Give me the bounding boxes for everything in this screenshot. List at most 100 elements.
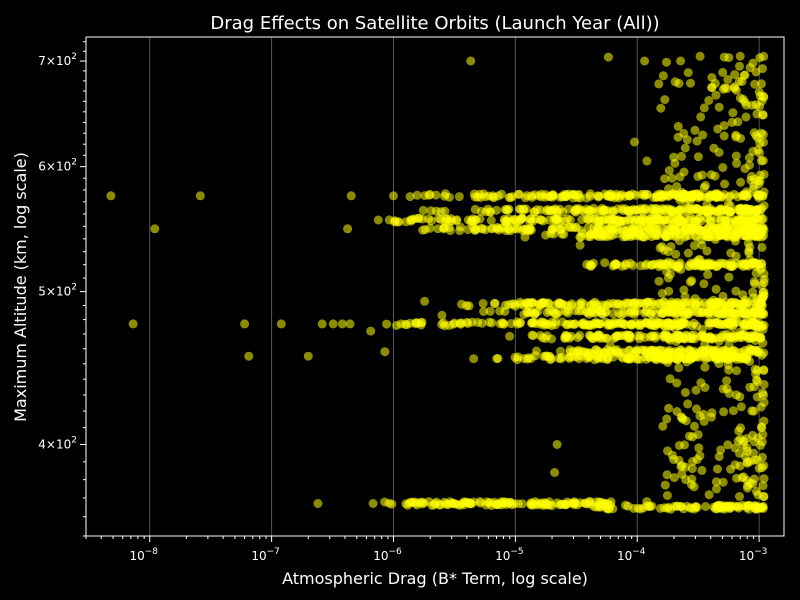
data-point xyxy=(418,205,428,215)
data-point xyxy=(427,501,437,510)
data-point xyxy=(697,240,707,250)
data-point xyxy=(733,225,743,235)
data-point xyxy=(493,354,503,363)
data-point xyxy=(629,351,639,361)
data-point xyxy=(711,284,721,294)
data-point xyxy=(743,483,752,493)
data-point xyxy=(368,499,378,508)
data-point xyxy=(728,322,738,332)
data-point xyxy=(617,301,627,311)
data-point xyxy=(614,308,624,318)
data-point xyxy=(724,341,734,351)
data-point xyxy=(548,190,558,200)
chart-title: Drag Effects on Satellite Orbits (Launch… xyxy=(210,13,659,34)
data-point xyxy=(671,249,681,259)
data-point xyxy=(696,112,706,122)
data-point xyxy=(739,329,749,339)
data-point xyxy=(464,301,474,311)
data-point xyxy=(676,229,686,239)
data-point xyxy=(689,482,699,492)
data-point xyxy=(527,298,537,307)
data-point xyxy=(697,465,707,475)
data-point xyxy=(730,297,740,307)
data-point xyxy=(679,318,689,328)
x-tick-label: 10−5 xyxy=(495,547,524,563)
data-point xyxy=(662,57,671,67)
data-point xyxy=(657,242,667,251)
data-point xyxy=(691,257,701,267)
data-point xyxy=(757,96,767,106)
data-point xyxy=(688,432,697,442)
data-point xyxy=(755,210,765,220)
data-point xyxy=(699,103,709,113)
data-point xyxy=(711,304,721,314)
data-point xyxy=(742,476,752,485)
data-point xyxy=(565,319,575,329)
data-point xyxy=(614,193,624,203)
data-point xyxy=(730,83,740,93)
data-point xyxy=(722,376,732,386)
data-point xyxy=(732,366,741,376)
data-point xyxy=(731,251,741,261)
data-point xyxy=(697,324,707,334)
x-tick-label: 10−7 xyxy=(251,547,280,563)
data-point xyxy=(710,171,720,181)
data-point xyxy=(303,351,313,361)
data-point xyxy=(571,222,581,232)
data-point xyxy=(488,192,498,202)
data-point xyxy=(704,96,714,105)
data-point xyxy=(728,406,738,416)
data-point xyxy=(680,143,690,153)
data-point xyxy=(756,294,766,304)
data-point xyxy=(728,108,738,118)
data-point xyxy=(380,347,390,357)
data-point xyxy=(690,294,700,304)
data-point xyxy=(713,464,722,474)
data-point xyxy=(485,306,495,316)
data-point xyxy=(731,218,741,228)
data-point xyxy=(523,225,533,235)
data-point xyxy=(731,390,741,400)
data-point xyxy=(671,337,681,346)
data-point xyxy=(745,382,755,392)
data-point xyxy=(692,502,702,512)
data-point xyxy=(743,501,753,511)
data-point xyxy=(455,222,465,232)
data-point xyxy=(759,474,769,484)
data-point xyxy=(686,78,695,88)
data-point xyxy=(532,205,542,215)
data-point xyxy=(106,191,116,201)
data-point xyxy=(541,319,551,329)
y-axis-ticks: 4×102 5×102 6×102 7×102 xyxy=(38,41,86,537)
data-point xyxy=(699,279,709,289)
data-point xyxy=(683,399,693,409)
data-point xyxy=(541,230,551,240)
data-point xyxy=(573,351,583,361)
data-point xyxy=(702,228,712,238)
data-point xyxy=(718,477,728,487)
data-point xyxy=(552,440,562,449)
data-point xyxy=(328,319,338,329)
data-point xyxy=(413,213,423,223)
data-point xyxy=(722,329,732,339)
data-point xyxy=(703,270,713,280)
data-point xyxy=(727,260,737,270)
data-point xyxy=(557,229,567,239)
data-point xyxy=(672,182,682,191)
data-point xyxy=(542,308,552,317)
y-axis-label: Maximum Altitude (km, log scale) xyxy=(11,152,30,422)
data-point xyxy=(602,504,611,513)
data-point xyxy=(683,221,693,231)
data-points xyxy=(106,51,769,514)
data-point xyxy=(750,336,760,345)
data-point xyxy=(640,56,650,66)
data-point xyxy=(743,205,753,215)
data-point xyxy=(689,350,699,360)
data-point xyxy=(660,480,670,490)
data-point xyxy=(724,502,734,512)
data-point xyxy=(411,319,421,329)
data-point xyxy=(743,260,753,270)
data-point xyxy=(481,192,491,202)
data-point xyxy=(723,75,733,84)
data-point xyxy=(700,347,710,357)
